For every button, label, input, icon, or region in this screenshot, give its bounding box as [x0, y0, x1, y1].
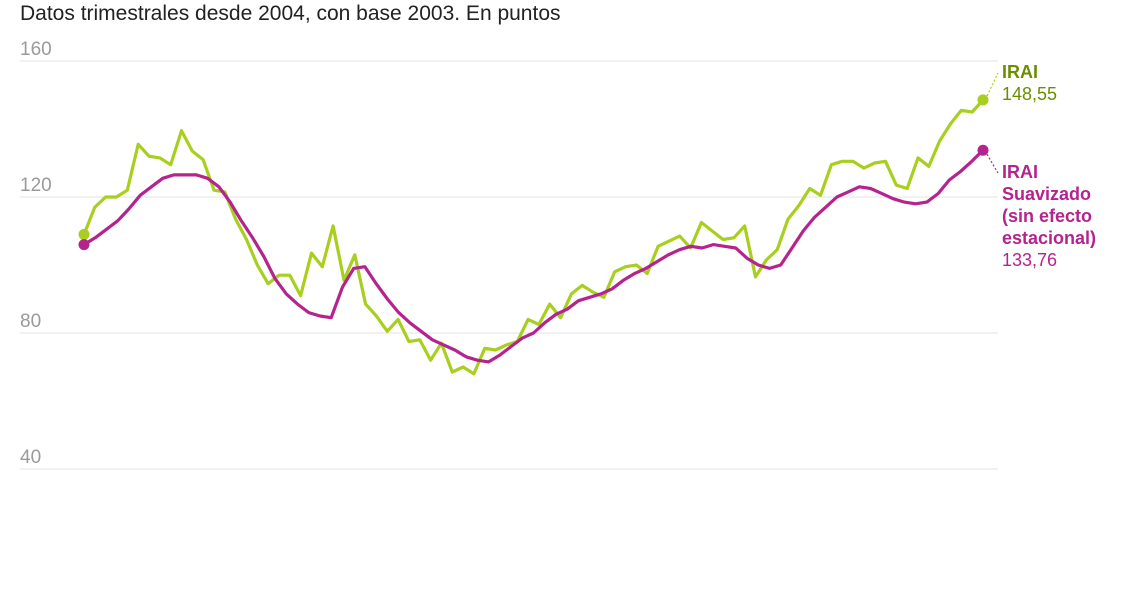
y-tick-label: 120 [20, 175, 52, 196]
series-end-marker-1 [977, 144, 989, 156]
series-last-value-label: 133,76 [1002, 250, 1057, 270]
series-last-value-label: 148,55 [1002, 84, 1057, 104]
series-name-label: IRAI [1002, 162, 1038, 182]
grid-layer: 40 80 120 160 [20, 39, 998, 470]
series-name-label: (sin efecto [1002, 206, 1092, 226]
y-tick-label: 80 [20, 311, 41, 332]
chart-subtitle: Datos trimestrales desde 2004, con base … [20, 2, 561, 25]
y-tick-label: 40 [20, 447, 41, 468]
series-name-label: IRAI [1002, 62, 1038, 82]
series-start-marker-1 [78, 239, 90, 251]
series-end-marker-0 [977, 94, 989, 106]
series-start-marker-0 [78, 228, 90, 240]
series-line-0 [82, 98, 985, 376]
series-name-label: Suavizado [1002, 184, 1091, 204]
y-tick-label: 160 [20, 39, 52, 60]
series-leader-line-1 [986, 153, 999, 174]
series-layer [78, 94, 989, 376]
series-line-1 [82, 148, 985, 364]
series-name-label: estacional) [1002, 228, 1096, 248]
series-leader-line-0 [986, 72, 999, 97]
